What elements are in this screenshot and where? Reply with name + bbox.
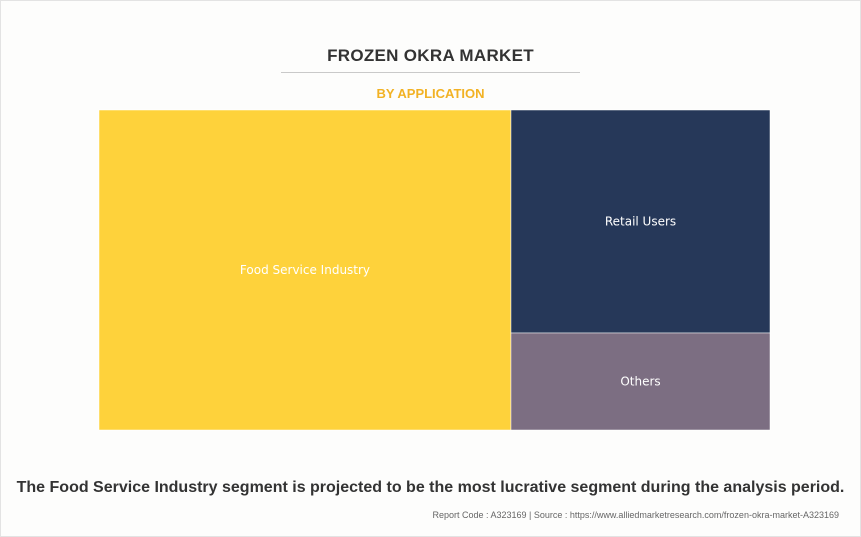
treemap-label-food-service-industry: Food Service Industry [240, 263, 370, 277]
source-citation: Report Code : A323169 | Source : https:/… [432, 510, 839, 520]
treemap-label-others: Others [620, 375, 660, 389]
treemap-tile-others [510, 332, 771, 431]
treemap-tile-food-service-industry [98, 109, 512, 431]
treemap-label-retail-users: Retail Users [605, 215, 676, 229]
chart-subtitle: BY APPLICATION [376, 86, 485, 101]
treemap-tile-retail-users [510, 109, 771, 334]
chart-title: FROZEN OKRA MARKET [327, 46, 534, 65]
title-divider [281, 72, 580, 73]
summary-statement: The Food Service Industry segment is pro… [16, 479, 845, 496]
